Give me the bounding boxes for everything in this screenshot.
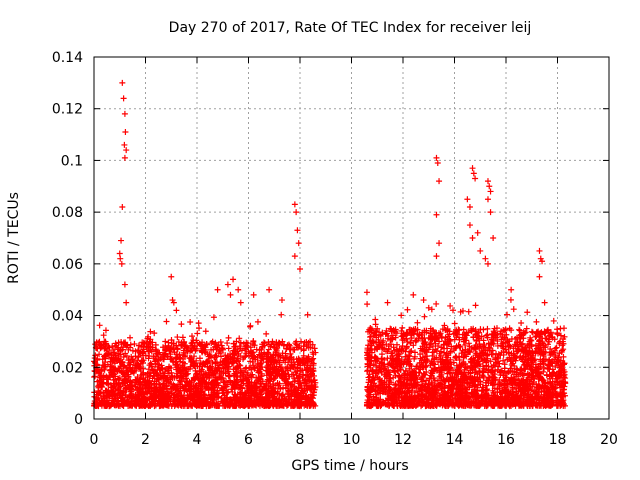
- data-point: [96, 351, 103, 358]
- data-point: [163, 318, 170, 325]
- data-point: [174, 334, 181, 341]
- data-point: [280, 384, 287, 391]
- data-point: [217, 338, 224, 345]
- chart-title: Day 270 of 2017, Rate Of TEC Index for r…: [169, 20, 532, 36]
- data-point: [147, 328, 154, 335]
- data-point: [202, 328, 209, 335]
- data-point: [518, 320, 525, 327]
- data-point: [156, 349, 163, 356]
- data-point: [541, 365, 548, 372]
- data-point: [278, 311, 285, 318]
- data-point: [236, 335, 243, 342]
- data-point: [196, 325, 203, 332]
- data-point: [310, 355, 317, 362]
- data-point: [465, 308, 472, 315]
- data-point: [433, 300, 440, 307]
- data-point: [225, 334, 232, 341]
- data-point: [256, 351, 263, 358]
- data-point: [265, 346, 272, 353]
- data-point: [304, 311, 311, 318]
- data-point: [100, 332, 107, 339]
- data-point: [451, 320, 458, 327]
- data-point: [152, 346, 159, 353]
- data-point: [224, 340, 231, 347]
- data-point: [428, 306, 435, 313]
- data-point: [283, 345, 290, 352]
- data-point: [450, 307, 457, 314]
- data-point: [92, 352, 99, 359]
- data-point: [151, 330, 158, 337]
- data-point: [504, 311, 511, 318]
- data-point: [96, 322, 103, 329]
- data-point: [110, 377, 117, 384]
- data-point: [179, 334, 186, 341]
- data-point: [127, 341, 134, 348]
- data-point: [195, 320, 202, 327]
- data-point: [254, 318, 261, 325]
- data-point: [227, 379, 234, 386]
- data-point: [524, 309, 531, 316]
- points-layer: [91, 79, 569, 410]
- data-point: [421, 313, 428, 320]
- data-point: [510, 306, 517, 313]
- data-point: [92, 341, 99, 348]
- data-point: [263, 330, 270, 337]
- data-point: [187, 319, 194, 326]
- data-point: [550, 317, 557, 324]
- data-point: [479, 387, 486, 394]
- data-point: [225, 388, 232, 395]
- data-point: [178, 321, 185, 328]
- data-point: [560, 346, 567, 353]
- data-point: [127, 334, 134, 341]
- data-point: [242, 353, 249, 360]
- data-point: [472, 302, 479, 309]
- data-point: [194, 330, 201, 337]
- data-point: [210, 314, 217, 321]
- data-point: [188, 333, 195, 340]
- data-point: [364, 301, 371, 308]
- data-point: [399, 324, 406, 331]
- data-point: [447, 302, 454, 309]
- data-point: [247, 322, 254, 329]
- data-point: [533, 318, 540, 325]
- data-point: [220, 378, 227, 385]
- data-point: [414, 319, 421, 326]
- data-point: [261, 340, 268, 347]
- data-point: [161, 368, 168, 375]
- data-point: [452, 353, 459, 360]
- data-point: [190, 337, 197, 344]
- data-point: [404, 306, 411, 313]
- data-point: [507, 296, 514, 303]
